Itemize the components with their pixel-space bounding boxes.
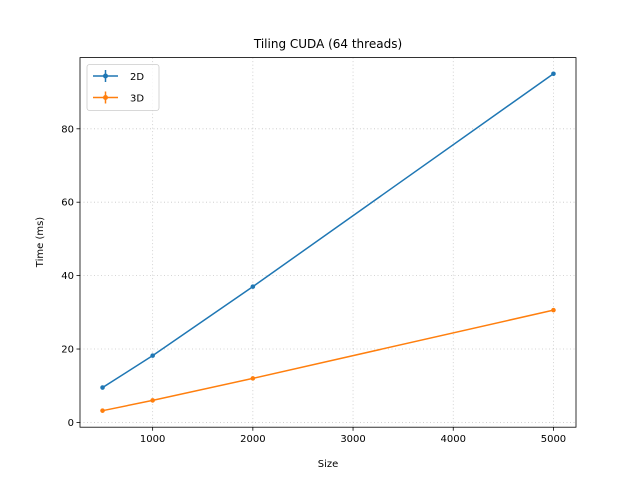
legend-label: 3D: [130, 94, 144, 105]
data-point-3d: [551, 307, 556, 313]
x-axis-label: Size: [318, 459, 339, 470]
ticks: 1000 2000 3000 4000 5000 0 20 40 60 80: [61, 124, 566, 445]
legend-marker: [103, 95, 108, 100]
y-tick-label: 80: [61, 124, 74, 135]
y-tick-label: 40: [61, 271, 74, 282]
data-point-3d: [150, 398, 155, 403]
data-point-2d: [250, 284, 256, 289]
data-point-2d: [551, 71, 556, 77]
y-tick-label: 0: [68, 418, 74, 429]
chart-title: Tiling CUDA (64 threads): [253, 37, 402, 51]
y-axis-label: Time (ms): [35, 217, 46, 269]
y-tick-label: 20: [61, 345, 74, 356]
x-tick-label: 3000: [340, 434, 365, 445]
plot-frame: [79, 57, 577, 428]
legend-item-3d: 3D: [93, 91, 144, 105]
series-layer: [100, 71, 556, 413]
x-tick-label: 1000: [140, 434, 165, 445]
series-2d: [100, 71, 556, 390]
grid: [80, 57, 576, 428]
legend: 2D 3D: [86, 64, 160, 111]
y-tick-label: 60: [61, 198, 74, 209]
series-line-3d: [102, 309, 554, 412]
legend-marker: [103, 73, 108, 79]
data-point-2d: [150, 353, 155, 358]
legend-box: [86, 64, 160, 111]
series-line-2d: [102, 73, 554, 389]
legend-item-2d: 2D: [93, 70, 144, 83]
legend-label: 2D: [130, 72, 144, 83]
x-tick-label: 2000: [240, 434, 265, 445]
data-point-3d: [100, 408, 105, 413]
data-point-2d: [100, 385, 105, 390]
x-tick-label: 5000: [541, 434, 566, 445]
series-3d: [100, 307, 556, 413]
x-tick-label: 4000: [441, 434, 466, 445]
data-point-3d: [250, 376, 256, 381]
